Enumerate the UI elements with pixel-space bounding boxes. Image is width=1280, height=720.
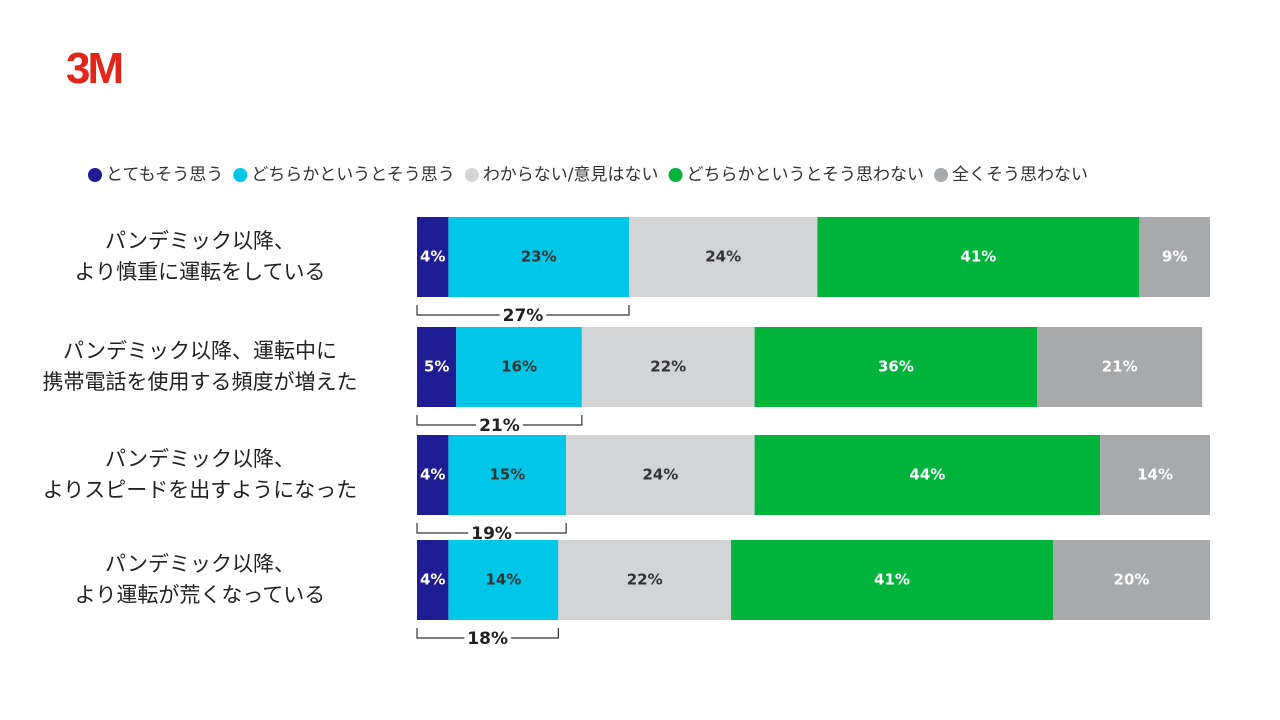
value-label: 24%: [642, 466, 678, 484]
category-label: パンデミック以降、 より慎重に運転をしている: [74, 229, 326, 284]
category-label: パンデミック以降、 より運転が荒くなっている: [74, 552, 326, 607]
bar-segment: [417, 217, 449, 297]
bar-segment: [566, 435, 755, 515]
value-label: 20%: [1114, 571, 1150, 589]
legend-label: どちらかというとそう思う: [251, 165, 455, 185]
bar-segment: [417, 435, 449, 515]
value-label: 41%: [960, 248, 996, 266]
bar-segment: [628, 217, 818, 297]
total-label: 27%: [503, 306, 544, 326]
total-label-bg: [468, 529, 515, 538]
value-label: 23%: [521, 248, 557, 266]
bar-segment: [448, 540, 559, 620]
total-label: 21%: [479, 416, 520, 436]
value-label: 22%: [627, 571, 663, 589]
total-label-bg: [476, 421, 523, 430]
value-label: 14%: [485, 571, 521, 589]
legend-marker: [88, 168, 102, 182]
legend-marker: [233, 168, 248, 182]
bar-segment: [417, 540, 449, 620]
legend-label: どちらかというとそう思わない: [687, 165, 925, 185]
total-label-bg: [499, 311, 547, 320]
legend-label: わからない/意見はない: [483, 165, 659, 185]
value-label: 36%: [878, 358, 914, 376]
bar-segment: [1139, 217, 1210, 297]
legend-marker: [934, 168, 949, 182]
bar-segment: [417, 327, 457, 407]
bar-segment: [1100, 435, 1210, 515]
bar-segment: [1037, 327, 1203, 407]
legend-label: とてもそう思う: [106, 165, 223, 185]
bar-segment: [456, 327, 582, 407]
value-label: 44%: [909, 466, 945, 484]
value-label: 15%: [489, 466, 525, 484]
legend-marker: [668, 168, 683, 182]
bar-segment: [754, 435, 1101, 515]
bar-segment: [558, 540, 732, 620]
value-label: 4%: [420, 571, 445, 589]
value-label: 16%: [501, 358, 537, 376]
legend-marker: [464, 168, 479, 182]
logo: 3M: [66, 44, 124, 93]
total-label: 19%: [471, 524, 512, 544]
value-label: 5%: [424, 358, 449, 376]
category-label: パンデミック以降、運転中に 携帯電話を使用する頻度が増えた: [42, 339, 358, 394]
bar-segment: [448, 435, 567, 515]
bar-segment: [448, 217, 629, 297]
legend-label: 全くそう思わない: [952, 165, 1088, 185]
value-label: 22%: [650, 358, 686, 376]
bar-segment: [817, 217, 1140, 297]
total-label-bg: [464, 634, 512, 643]
value-label: 21%: [1102, 358, 1138, 376]
bar-segment: [754, 327, 1038, 407]
total-label: 18%: [467, 629, 508, 649]
bar-segment: [731, 540, 1053, 620]
value-label: 14%: [1137, 466, 1173, 484]
value-label: 4%: [420, 466, 445, 484]
value-label: 41%: [874, 571, 910, 589]
bar-segment: [1052, 540, 1210, 620]
bar-segment: [581, 327, 755, 407]
category-label: パンデミック以降、 よりスピードを出すようになった: [42, 447, 358, 502]
value-label: 9%: [1162, 248, 1187, 266]
value-label: 24%: [705, 248, 741, 266]
value-label: 4%: [420, 248, 445, 266]
